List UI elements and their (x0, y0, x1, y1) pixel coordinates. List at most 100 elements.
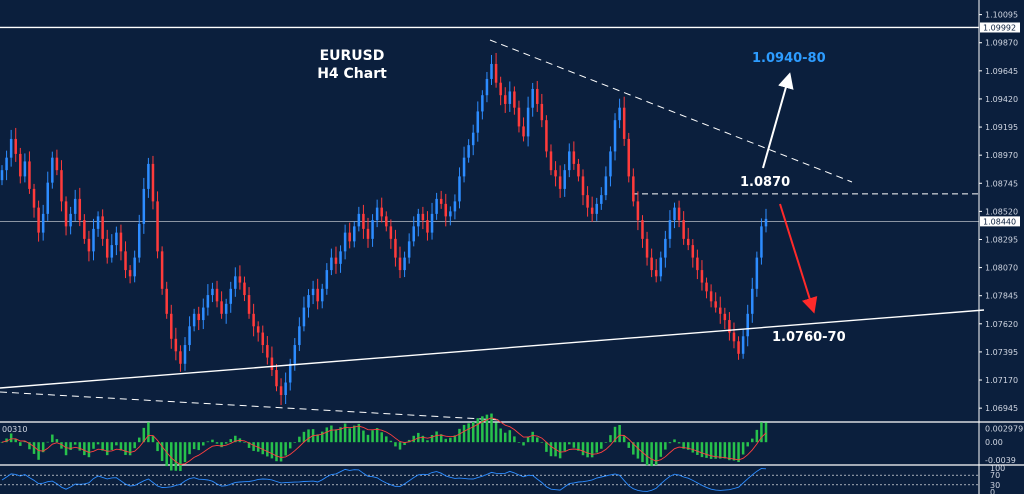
candle-body-125 (572, 151, 576, 164)
candle-body-32 (147, 163, 150, 189)
macd-hist-bar-156 (714, 442, 717, 459)
macd-hist-bar-57 (261, 442, 265, 455)
candle-body-126 (577, 163, 580, 177)
candle-body-136 (622, 107, 626, 139)
macd-hist-bar-92 (421, 435, 425, 443)
candle-body-52 (238, 276, 242, 283)
macd-hist-bar-155 (709, 442, 713, 459)
macd-hist-bar-64 (293, 442, 297, 443)
macd-hist-bar-70 (320, 431, 324, 443)
macd-hist-bar-115 (526, 436, 530, 443)
macd-hist-bar-43 (197, 442, 200, 451)
macd-hist-bar-38 (174, 442, 178, 471)
candle-body-64 (293, 345, 297, 364)
macd-hist-bar-148 (677, 442, 681, 444)
candle-body-108 (494, 63, 498, 83)
macd-hist-bar-1 (5, 438, 8, 443)
bearish-arrow (779, 203, 818, 314)
candle-body-26 (119, 232, 123, 252)
macd-hist-bar-72 (330, 425, 333, 443)
candle-body-119 (545, 120, 548, 152)
macd-hist-bar-104 (476, 418, 480, 443)
macd-hist-bar-157 (718, 442, 722, 459)
candle-body-101 (462, 157, 466, 177)
macd-hist-bar-164 (751, 438, 754, 443)
macd-tick-label-0: 0.002979 (985, 424, 1023, 433)
candle-body-154 (705, 282, 708, 292)
macd-hist-bar-167 (764, 422, 768, 443)
candle-body-159 (728, 320, 731, 333)
chart-title: EURUSD (320, 48, 385, 64)
candle-body-111 (508, 91, 512, 104)
candle-body-163 (746, 313, 749, 337)
macd-hist-bar-166 (760, 422, 763, 443)
candle-body-59 (270, 357, 274, 371)
candle-body-130 (595, 203, 598, 214)
macd-hist-bar-69 (316, 434, 319, 443)
candle-body-67 (307, 295, 310, 308)
candle-body-44 (202, 307, 205, 321)
candle-body-42 (192, 313, 196, 327)
candle-body-165 (755, 257, 759, 289)
macd-hist-bar-139 (636, 442, 640, 459)
candle-body-56 (256, 326, 260, 333)
candle-body-128 (586, 195, 589, 208)
candle-body-148 (677, 207, 681, 221)
candle-body-83 (380, 207, 383, 217)
candle-body-120 (549, 151, 553, 171)
candle-body-147 (673, 207, 676, 221)
macd-hist-bar-67 (307, 429, 310, 443)
y-tick-label-10: 1.07845 (985, 292, 1018, 301)
macd-hist-bar-107 (490, 413, 493, 443)
macd-hist-bar-128 (586, 442, 589, 458)
candle-body-23 (105, 238, 109, 258)
macd-hist-bar-58 (266, 442, 269, 457)
candle-body-93 (426, 220, 429, 233)
macd-hist-bar-29 (133, 442, 136, 449)
candle-body-150 (686, 238, 690, 246)
candle-body-77 (353, 226, 356, 242)
macd-hist-bar-132 (604, 442, 608, 443)
macd-hist-bar-82 (375, 428, 379, 443)
candle-body-6 (28, 161, 31, 189)
candle-body-11 (51, 157, 54, 183)
candle-body-91 (417, 213, 420, 227)
macd-hist-bar-48 (220, 442, 223, 448)
macd-hist-bar-151 (691, 442, 695, 453)
candle-body-65 (298, 326, 301, 346)
candle-body-141 (645, 238, 649, 258)
macd-hist-bar-65 (298, 436, 301, 443)
candle-body-145 (664, 238, 667, 258)
macd-hist-bar-84 (385, 436, 388, 443)
candle-body-164 (751, 288, 754, 314)
candle-body-71 (325, 270, 329, 289)
candle-body-50 (229, 288, 233, 304)
candle-body-87 (398, 257, 402, 271)
macd-hist-bar-79 (362, 430, 365, 443)
macd-hist-bar-14 (64, 442, 68, 456)
macd-hist-bar-35 (160, 442, 164, 462)
candle-body-49 (224, 303, 228, 314)
macd-hist-bar-93 (426, 440, 429, 443)
macd-hist-bar-40 (183, 442, 187, 463)
macd-hist-bar-63 (288, 442, 292, 449)
candle-body-73 (334, 257, 338, 264)
candle-body-155 (709, 291, 713, 302)
candle-body-7 (32, 188, 36, 208)
macd-hist-bar-116 (531, 431, 534, 443)
macd-hist-bar-154 (705, 442, 708, 458)
macd-hist-bar-36 (165, 442, 168, 467)
candle-body-76 (348, 232, 351, 242)
candle-body-1 (5, 157, 8, 171)
macd-hist-bar-19 (87, 442, 91, 458)
y-tick-label-6: 1.08745 (985, 179, 1018, 188)
macd-hist-bar-106 (485, 414, 489, 443)
candle-body-88 (403, 257, 406, 271)
macd-hist-bar-50 (229, 439, 233, 443)
price-box-0 (980, 22, 1020, 33)
macd-hist-bar-4 (19, 442, 22, 446)
macd-hist-bar-27 (124, 442, 127, 455)
macd-hist-bar-134 (613, 426, 617, 443)
candle-body-143 (654, 270, 658, 277)
macd-hist-bar-136 (622, 436, 626, 443)
